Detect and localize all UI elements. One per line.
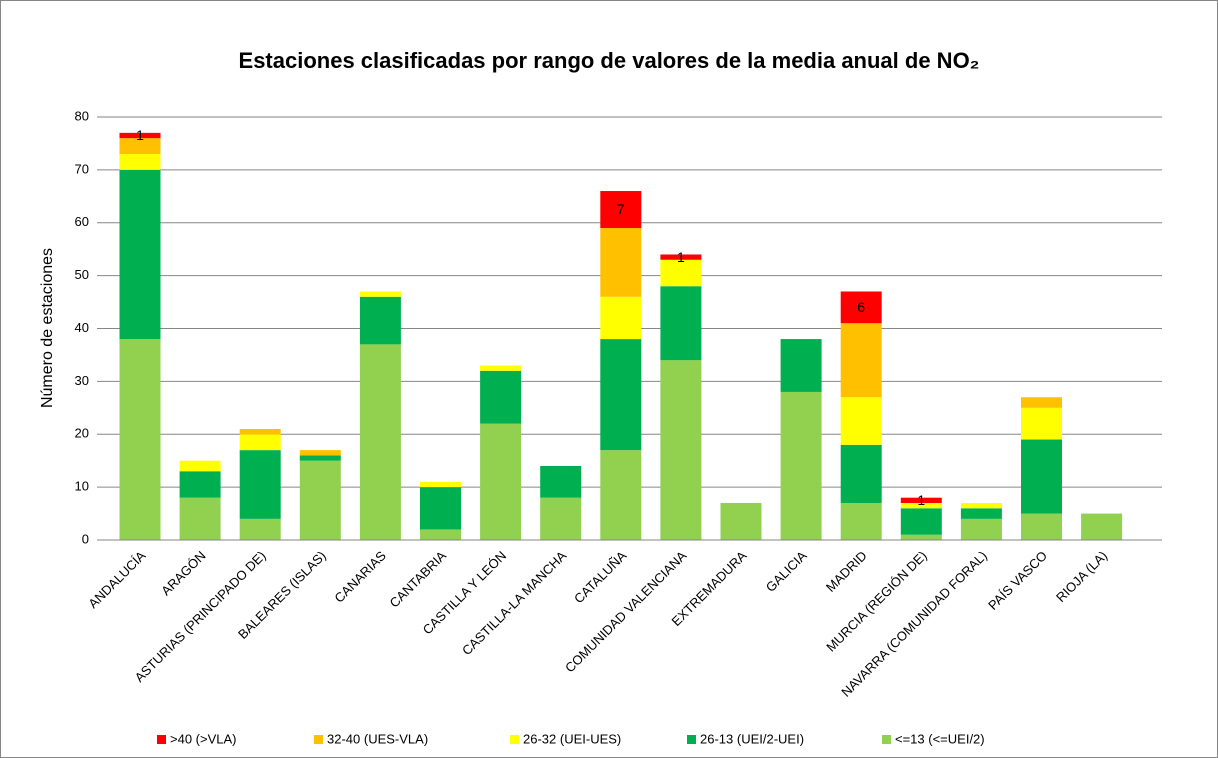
bar-segment — [299, 455, 341, 461]
bar-segment — [540, 465, 582, 498]
bar-segment — [600, 450, 642, 540]
y-tick-label: 70 — [75, 161, 89, 176]
bar-segment — [179, 497, 221, 540]
y-tick-label: 40 — [75, 320, 89, 335]
bar-segment — [600, 296, 642, 340]
bar-segment — [480, 365, 522, 371]
bar-segment — [540, 497, 582, 540]
bar-segment — [239, 450, 281, 519]
bar-segment — [299, 450, 341, 456]
bar-segment — [420, 487, 461, 530]
bar-segment — [1081, 513, 1123, 540]
bar-segment — [900, 534, 942, 540]
bar-segment — [660, 254, 702, 260]
bar-segment — [299, 460, 341, 540]
bar-segment — [660, 286, 702, 361]
bar-segment — [119, 138, 161, 155]
bar-segment — [1021, 439, 1062, 514]
bar-segment — [780, 391, 822, 540]
bar-segment — [780, 339, 822, 392]
bar-segment — [359, 291, 401, 297]
bar-segment — [480, 423, 522, 540]
bar-segment — [420, 481, 461, 488]
bar-segment — [660, 360, 702, 540]
y-tick-label: 60 — [75, 214, 89, 229]
bar-segment — [1021, 513, 1062, 540]
y-axis-label: Número de estaciones — [39, 248, 56, 408]
bar-segment — [119, 132, 161, 139]
legend-swatch — [510, 735, 519, 744]
bar-segment — [840, 323, 882, 398]
bar-segment — [119, 154, 161, 170]
bar-segment — [840, 291, 882, 324]
bar-segment — [420, 529, 461, 540]
bar-segment — [239, 518, 281, 540]
y-tick-label: 20 — [75, 426, 89, 441]
bar-segment — [359, 296, 401, 345]
bar-segment — [600, 339, 642, 451]
bar-segment — [600, 191, 642, 229]
bar-segment — [840, 444, 882, 503]
legend-label: 26-13 (UEI/2-UEI) — [700, 731, 804, 746]
bar-segment — [840, 502, 882, 540]
bar-segment — [1021, 397, 1062, 408]
bar-segment — [600, 228, 642, 297]
data-label: 6 — [857, 299, 865, 315]
bar-segment — [239, 434, 281, 451]
y-tick-label: 0 — [82, 531, 89, 546]
legend-label: >40 (>VLA) — [170, 731, 237, 746]
bar-segment — [900, 497, 942, 503]
data-label: 1 — [917, 492, 925, 508]
bar-segment — [480, 370, 522, 424]
bar-segment — [960, 518, 1002, 540]
bar-segment — [239, 428, 281, 435]
bar-segment — [1021, 407, 1062, 440]
bar-segment — [179, 460, 221, 472]
y-tick-label: 50 — [75, 267, 89, 282]
y-tick-label: 80 — [75, 108, 89, 123]
bar-segment — [960, 502, 1002, 509]
legend-swatch — [882, 735, 891, 744]
legend-swatch — [687, 735, 696, 744]
chart-title: Estaciones clasificadas por rango de val… — [239, 48, 980, 73]
data-label: 1 — [677, 249, 685, 265]
bar-segment — [960, 508, 1002, 519]
bar-segment — [840, 397, 882, 445]
bar-segment — [660, 259, 702, 287]
y-tick-label: 30 — [75, 373, 89, 388]
bar-segment — [179, 471, 221, 498]
bar-segment — [359, 344, 401, 540]
bar-segment — [119, 339, 161, 540]
legend-label: <=13 (<=UEI/2) — [895, 731, 985, 746]
legend-label: 26-32 (UEI-UES) — [523, 731, 621, 746]
bar-segment — [900, 508, 942, 535]
data-label: 1 — [136, 127, 144, 143]
bar-segment — [119, 169, 161, 340]
legend-swatch — [314, 735, 323, 744]
legend-swatch — [157, 735, 166, 744]
legend-label: 32-40 (UES-VLA) — [327, 731, 428, 746]
data-label: 7 — [617, 201, 625, 217]
y-tick-label: 10 — [75, 479, 89, 494]
bar-segment — [720, 502, 762, 540]
bar-segment — [900, 502, 942, 509]
